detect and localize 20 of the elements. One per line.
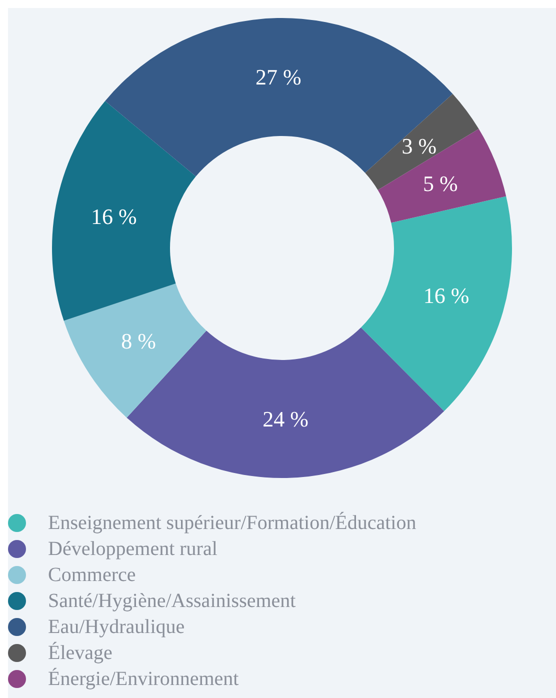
donut-slice [378,128,506,223]
data-label: 5 % [423,171,458,196]
donut-slice [360,196,512,412]
data-label: 24 % [262,406,308,432]
donut-slice [64,283,206,418]
donut-slice [105,18,453,176]
legend-label: Commerce [48,563,136,588]
data-label: 8 % [121,328,156,354]
data-label: 27 % [256,64,302,90]
legend-label: Santé/Hygiène/Assainissement [48,589,296,614]
legend-label: Énergie/Environnement [48,666,239,692]
donut-slice [52,101,196,321]
donut-slice [365,94,479,190]
data-label: 3 % [402,133,437,158]
data-label: 16 % [423,282,470,308]
legend-label: Eau/Hydraulique [48,615,185,640]
legend-label: Élevage [48,640,112,666]
legend-label: Enseignement supérieur/Formation/Éducation [48,510,416,536]
legend-label: Développement rural [48,537,218,562]
data-label: 16 % [91,204,137,229]
